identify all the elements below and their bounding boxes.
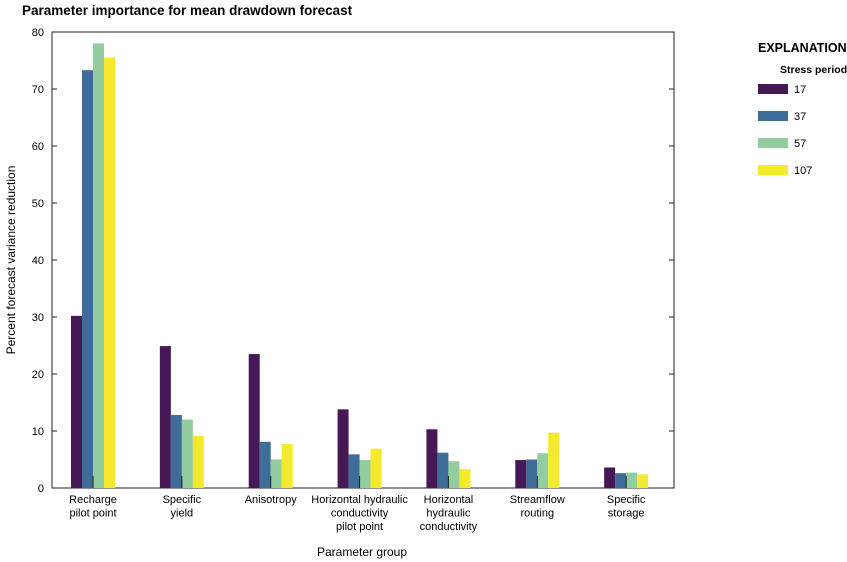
chart-title: Parameter importance for mean drawdown f…: [22, 3, 353, 18]
bar-sp57-cat2: [181, 419, 193, 488]
y-tick-label: 50: [32, 198, 44, 210]
bar-sp57-cat4: [359, 460, 371, 488]
bar-sp37-cat1: [82, 70, 93, 488]
bar-sp37-cat7: [615, 473, 627, 488]
y-tick-label: 60: [32, 141, 44, 153]
bar-sp37-cat5: [437, 452, 449, 488]
x-tick-label: Anisotropy: [245, 494, 297, 506]
bar-sp57-cat3: [270, 459, 282, 488]
x-tick-label: conductivity: [331, 508, 389, 520]
bar-sp37-cat6: [526, 459, 538, 488]
legend-swatch-57: [758, 138, 788, 148]
y-axis: 0 10 20 30 40 50 60 70 80: [32, 27, 674, 495]
x-axis: Recharge pilot point Specific yield Anisotro…: [69, 476, 646, 533]
x-tick-label: Recharge: [69, 494, 117, 506]
bar-sp57-cat1: [93, 43, 104, 489]
plot-frame: [51, 31, 675, 489]
legend-subheading: Stress period: [780, 64, 847, 76]
bar-sp57-cat7: [626, 472, 638, 488]
x-tick-label: Streamflow: [510, 494, 565, 506]
x-tick-label: Horizontal: [424, 494, 474, 506]
bar-sp107-cat4: [370, 448, 382, 488]
bar-sp17-cat6: [515, 460, 527, 488]
y-axis-label: Percent forecast variance reduction: [4, 166, 18, 355]
legend-label-107: 107: [794, 165, 812, 177]
bar-sp17-cat2: [159, 346, 171, 488]
bar-sp17-cat5: [426, 429, 438, 488]
x-tick-label: Specific: [163, 494, 202, 506]
bar-sp57-cat5: [448, 461, 460, 488]
bar-sp17-cat3: [248, 354, 260, 488]
y-tick-label: 80: [32, 27, 44, 39]
bar-sp107-cat1: [104, 57, 115, 489]
bar-sp107-cat3: [281, 444, 293, 488]
bar-sp17-cat7: [604, 467, 616, 488]
legend-label-57: 57: [794, 138, 806, 150]
x-axis-label: Parameter group: [317, 545, 407, 559]
x-tick-label: routing: [520, 508, 554, 520]
bar-sp57-cat6: [537, 453, 549, 488]
legend-label-37: 37: [794, 111, 806, 123]
legend-swatch-37: [758, 111, 788, 121]
bar-sp107-cat5: [459, 469, 471, 488]
x-tick-label: storage: [608, 508, 645, 520]
legend-label-17: 17: [794, 84, 806, 96]
x-tick-label: pilot point: [336, 521, 383, 533]
bar-sp17-cat4: [337, 409, 349, 488]
y-tick-label: 40: [32, 255, 44, 267]
x-tick-label: Horizontal hydraulic: [311, 494, 408, 506]
legend-swatch-17: [758, 84, 788, 94]
bar-sp107-cat2: [192, 436, 204, 488]
y-tick-label: 20: [32, 369, 44, 381]
y-tick-label: 30: [32, 312, 44, 324]
bar-sp37-cat2: [170, 415, 182, 488]
x-tick-label: yield: [171, 508, 194, 520]
bars-group: [71, 43, 649, 489]
y-tick-label: 10: [32, 426, 44, 438]
plot-area: [51, 31, 675, 489]
legend: EXPLANATION Stress period 17 37 57 107: [758, 41, 847, 177]
bar-sp37-cat3: [259, 441, 271, 488]
y-tick-label: 0: [38, 483, 44, 495]
legend-heading: EXPLANATION: [758, 41, 847, 55]
bar-sp107-cat7: [637, 474, 649, 488]
bar-sp107-cat6: [548, 432, 560, 488]
x-tick-label: hydraulic: [426, 508, 471, 520]
x-tick-label: Specific: [607, 494, 646, 506]
bar-sp17-cat1: [71, 315, 82, 488]
legend-swatch-107: [758, 165, 788, 175]
x-tick-label: pilot point: [69, 508, 116, 520]
y-tick-label: 70: [32, 84, 44, 96]
x-tick-label: conductivity: [420, 521, 478, 533]
bar-sp37-cat4: [348, 454, 360, 488]
